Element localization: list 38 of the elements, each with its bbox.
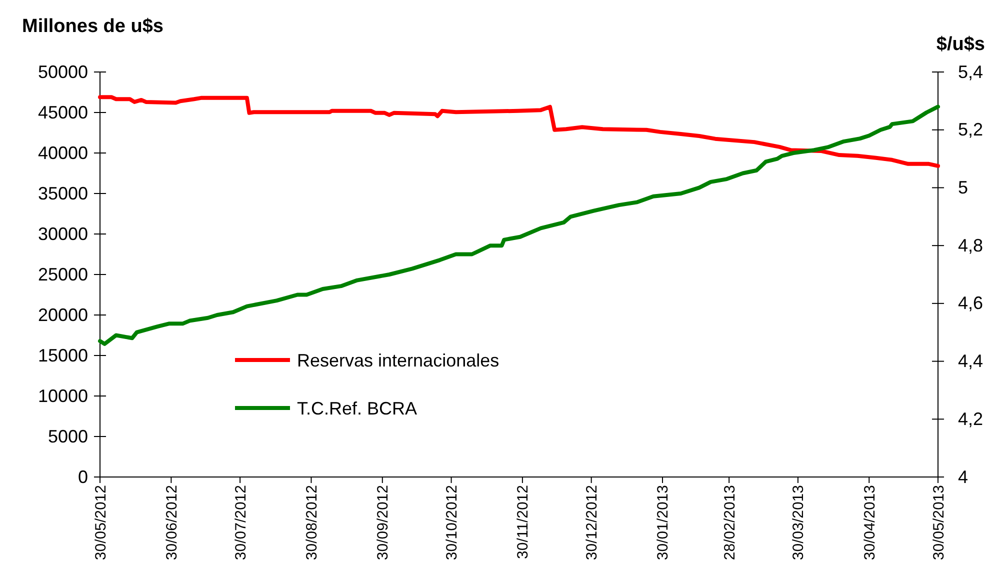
y2-tick-label: 4,8: [958, 235, 984, 256]
y2-tick-label: 4,2: [958, 408, 984, 429]
x-tick-label: 30/12/2012: [584, 485, 601, 560]
x-tick-label: 28/02/2013: [721, 485, 738, 560]
y2-tick-label: 5: [958, 177, 968, 198]
x-tick-label: 30/04/2013: [861, 485, 878, 560]
y2-tick-label: 4: [958, 466, 968, 487]
y2-tick-label: 4,6: [958, 293, 984, 314]
x-tick-label: 30/07/2012: [232, 485, 250, 560]
y-tick-label: 35000: [38, 183, 88, 204]
y-tick-label: 50000: [38, 62, 88, 82]
x-tick-label: 30/06/2012: [163, 485, 180, 560]
y-tick-label: 10000: [38, 386, 88, 406]
x-tick-label: 30/10/2012: [444, 485, 461, 560]
y-tick-label: 45000: [38, 102, 88, 122]
legend-label: Reservas internacionales: [297, 350, 500, 370]
x-tick-label: 30/09/2012: [374, 485, 392, 560]
y2-axis-title: $/u$s: [936, 34, 985, 55]
line-series: [98, 104, 940, 346]
y2-tick-label: 4,4: [958, 351, 984, 372]
x-tick-label: 30/11/2012: [514, 485, 532, 559]
x-tick-label: 30/08/2012: [303, 485, 320, 560]
legend-label: T.C.Ref. BCRA: [297, 398, 418, 418]
y2-tick-label: 5,2: [958, 120, 984, 140]
y-tick-label: 5000: [48, 426, 88, 446]
y2-tick-label: 5,4: [958, 62, 984, 82]
y-tick-label: 15000: [38, 345, 88, 366]
x-tick-label: 30/05/2012: [92, 485, 110, 560]
x-tick-label: 30/01/2013: [654, 485, 672, 560]
x-tick-label: 30/05/2013: [930, 485, 948, 560]
y-tick-label: 0: [78, 466, 88, 487]
y-tick-label: 25000: [38, 264, 88, 284]
y-tick-label: 30000: [38, 224, 88, 244]
y-tick-label: 40000: [38, 142, 88, 163]
y-tick-label: 20000: [38, 304, 88, 325]
line-series: [98, 95, 940, 168]
y-axis-title: Millones de u$s: [22, 16, 164, 37]
x-tick-label: 30/03/2013: [790, 485, 808, 560]
